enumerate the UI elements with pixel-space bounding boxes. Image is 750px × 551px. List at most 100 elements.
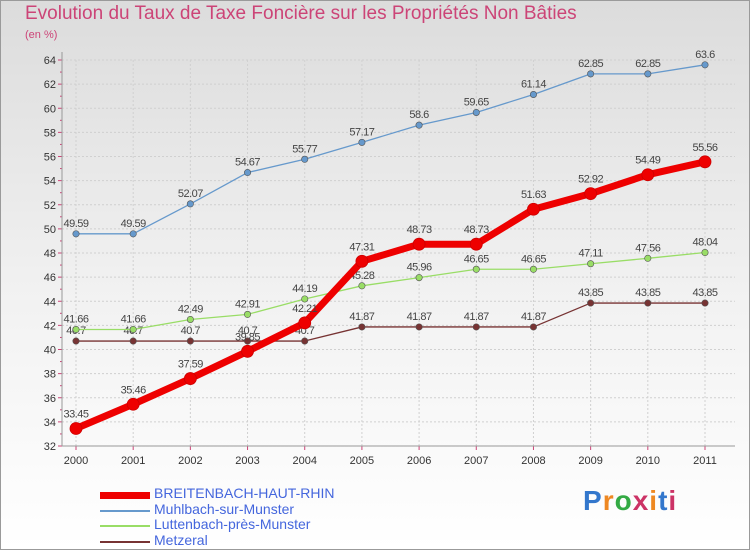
data-point: [698, 155, 712, 169]
data-point: [301, 337, 309, 345]
y-tick-label: 56: [44, 152, 56, 164]
chart-title: Evolution du Taux de Taxe Foncière sur l…: [25, 3, 577, 24]
data-point: [298, 316, 312, 330]
data-label: 41.87: [464, 311, 489, 323]
data-label: 37.59: [178, 359, 203, 371]
data-point: [472, 108, 480, 116]
data-point: [186, 337, 194, 345]
data-label: 59.65: [464, 96, 489, 108]
data-label: 33.45: [63, 409, 88, 421]
data-point: [72, 337, 80, 345]
x-tick-label: 2007: [464, 455, 488, 467]
data-label: 62.85: [635, 58, 660, 70]
data-label: 42.21: [292, 303, 317, 315]
data-label: 63.6: [695, 49, 715, 61]
data-point: [587, 70, 595, 78]
data-point: [415, 274, 423, 282]
data-label: 41.87: [349, 311, 374, 323]
data-label: 54.49: [635, 155, 660, 167]
series-line-1: [75, 64, 706, 235]
data-point: [641, 168, 655, 182]
data-label: 45.96: [407, 262, 432, 274]
data-point: [186, 200, 194, 208]
data-label: 52.07: [178, 188, 203, 200]
data-point: [644, 70, 652, 78]
x-tick-label: 2001: [121, 455, 145, 467]
data-label: 41.87: [407, 311, 432, 323]
data-label: 43.85: [692, 287, 717, 299]
data-label: 40.7: [181, 325, 201, 337]
y-tick-label: 42: [44, 320, 56, 332]
data-label: 47.11: [579, 248, 604, 260]
legend-label: BREITENBACH-HAUT-RHIN: [154, 485, 335, 501]
series-line-2: [75, 251, 706, 331]
data-point: [72, 325, 80, 333]
data-point: [129, 325, 137, 333]
x-tick-label: 2004: [292, 455, 316, 467]
data-point: [72, 230, 80, 238]
data-point: [701, 61, 709, 69]
data-label: 49.59: [63, 218, 88, 230]
data-point: [244, 337, 252, 345]
legend-swatch: [100, 491, 150, 499]
legend-label: Metzeral: [154, 532, 208, 548]
x-tick-label: 2009: [578, 455, 602, 467]
data-label: 46.65: [464, 253, 489, 265]
y-tick-label: 44: [44, 296, 56, 308]
data-point: [472, 323, 480, 331]
x-tick-label: 2008: [521, 455, 545, 467]
legend-label: Luttenbach-près-Munster: [154, 516, 311, 532]
data-label: 41.87: [521, 311, 546, 323]
data-label: 54.67: [235, 157, 260, 169]
data-label: 43.85: [635, 287, 660, 299]
proxiti-logo: Proxiti: [583, 485, 678, 516]
x-tick-label: 2010: [636, 455, 660, 467]
data-label: 48.73: [464, 224, 489, 236]
data-point: [129, 337, 137, 345]
data-label: 62.85: [578, 58, 603, 70]
y-tick-label: 36: [44, 393, 56, 405]
data-label: 44.19: [292, 283, 317, 295]
y-tick-label: 52: [44, 200, 56, 212]
data-label: 55.77: [292, 143, 317, 155]
legend-swatch: [100, 541, 150, 543]
data-point: [244, 310, 252, 318]
data-label: 47.56: [635, 242, 660, 254]
data-point: [301, 155, 309, 163]
legend-swatch: [100, 525, 150, 527]
data-label: 49.59: [121, 218, 146, 230]
x-tick-label: 2005: [350, 455, 374, 467]
y-tick-label: 40: [44, 345, 56, 357]
data-point: [244, 169, 252, 177]
data-label: 47.31: [349, 241, 374, 253]
data-label: 40.7: [238, 325, 258, 337]
data-point: [472, 265, 480, 273]
data-point: [644, 254, 652, 262]
x-tick-label: 2000: [64, 455, 88, 467]
data-point: [701, 249, 709, 257]
legend-swatch: [100, 510, 150, 512]
y-tick-label: 60: [44, 103, 56, 115]
data-point: [529, 323, 537, 331]
data-label: 39.85: [235, 331, 260, 343]
y-tick-label: 48: [44, 248, 56, 260]
data-point: [529, 265, 537, 273]
data-label: 61.14: [521, 78, 546, 90]
data-point: [358, 138, 366, 146]
x-tick-label: 2003: [235, 455, 259, 467]
series-line-3: [75, 302, 706, 342]
y-tick-label: 46: [44, 272, 56, 284]
data-point: [358, 323, 366, 331]
data-point: [69, 422, 83, 435]
data-label: 51.63: [521, 189, 546, 201]
data-point: [358, 282, 366, 290]
x-tick-label: 2011: [693, 455, 717, 467]
data-label: 42.49: [178, 303, 203, 315]
x-tick-label: 2006: [407, 455, 431, 467]
data-point: [469, 237, 483, 251]
data-label: 42.91: [235, 298, 260, 310]
data-label: 41.66: [121, 313, 146, 325]
data-point: [584, 187, 598, 201]
